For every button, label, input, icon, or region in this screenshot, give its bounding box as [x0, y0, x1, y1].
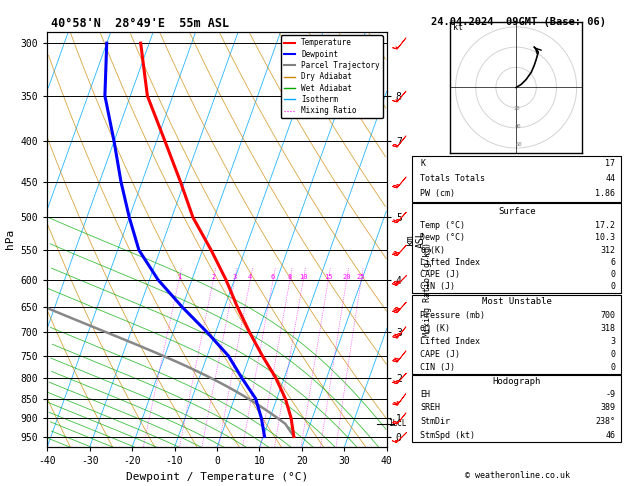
- Text: SREH: SREH: [420, 403, 440, 413]
- Text: -9: -9: [605, 390, 615, 399]
- Text: 2: 2: [211, 274, 216, 280]
- Text: 0: 0: [610, 270, 615, 279]
- Text: Temp (°C): Temp (°C): [420, 221, 465, 230]
- Text: 0: 0: [610, 282, 615, 292]
- Text: Lifted Index: Lifted Index: [420, 337, 481, 346]
- Legend: Temperature, Dewpoint, Parcel Trajectory, Dry Adiabat, Wet Adiabat, Isotherm, Mi: Temperature, Dewpoint, Parcel Trajectory…: [281, 35, 383, 118]
- Text: 0: 0: [610, 363, 615, 372]
- Text: 312: 312: [600, 245, 615, 255]
- Text: 15: 15: [324, 274, 333, 280]
- Y-axis label: km
ASL: km ASL: [404, 230, 426, 248]
- Text: 1.86: 1.86: [595, 190, 615, 198]
- Text: CIN (J): CIN (J): [420, 363, 455, 372]
- Text: StmDir: StmDir: [420, 417, 450, 426]
- Text: 17.2: 17.2: [595, 221, 615, 230]
- Text: Most Unstable: Most Unstable: [482, 297, 552, 306]
- Text: 318: 318: [600, 324, 615, 333]
- X-axis label: Dewpoint / Temperature (°C): Dewpoint / Temperature (°C): [126, 472, 308, 482]
- Text: EH: EH: [420, 390, 430, 399]
- Text: 1LCL: 1LCL: [388, 419, 406, 428]
- Text: © weatheronline.co.uk: © weatheronline.co.uk: [465, 471, 569, 480]
- Text: 20: 20: [342, 274, 351, 280]
- Y-axis label: hPa: hPa: [5, 229, 15, 249]
- Text: 60: 60: [516, 142, 522, 147]
- Text: 0: 0: [610, 350, 615, 359]
- Text: 10.3: 10.3: [595, 233, 615, 242]
- Text: Hodograph: Hodograph: [493, 377, 541, 386]
- Text: Surface: Surface: [498, 207, 535, 216]
- Text: θᴇ (K): θᴇ (K): [420, 324, 450, 333]
- Text: 44: 44: [605, 174, 615, 183]
- Text: 238°: 238°: [595, 417, 615, 426]
- Text: Lifted Index: Lifted Index: [420, 258, 481, 267]
- Text: θᴇ(K): θᴇ(K): [420, 245, 445, 255]
- Text: Pressure (mb): Pressure (mb): [420, 311, 486, 320]
- Text: 40: 40: [515, 124, 521, 129]
- Text: 20: 20: [514, 105, 520, 111]
- Text: 3: 3: [233, 274, 237, 280]
- Text: CIN (J): CIN (J): [420, 282, 455, 292]
- Text: CAPE (J): CAPE (J): [420, 350, 460, 359]
- Text: Dewp (°C): Dewp (°C): [420, 233, 465, 242]
- Text: Mixing Ratio (g/kg): Mixing Ratio (g/kg): [423, 242, 432, 337]
- Text: 40°58'N  28°49'E  55m ASL: 40°58'N 28°49'E 55m ASL: [50, 17, 229, 30]
- Text: 4: 4: [248, 274, 252, 280]
- Text: 17: 17: [605, 159, 615, 168]
- Text: StmSpd (kt): StmSpd (kt): [420, 431, 476, 440]
- Text: 24.04.2024  09GMT (Base: 06): 24.04.2024 09GMT (Base: 06): [431, 17, 606, 27]
- Text: PW (cm): PW (cm): [420, 190, 455, 198]
- Text: CAPE (J): CAPE (J): [420, 270, 460, 279]
- Text: 3: 3: [610, 337, 615, 346]
- Text: K: K: [420, 159, 425, 168]
- Text: 6: 6: [271, 274, 276, 280]
- Text: 1: 1: [177, 274, 181, 280]
- Text: 8: 8: [288, 274, 292, 280]
- Text: kt: kt: [452, 23, 462, 32]
- Text: Totals Totals: Totals Totals: [420, 174, 486, 183]
- Text: 700: 700: [600, 311, 615, 320]
- Text: 46: 46: [605, 431, 615, 440]
- Text: 6: 6: [610, 258, 615, 267]
- Text: 25: 25: [357, 274, 365, 280]
- Text: 389: 389: [600, 403, 615, 413]
- Text: 10: 10: [299, 274, 308, 280]
